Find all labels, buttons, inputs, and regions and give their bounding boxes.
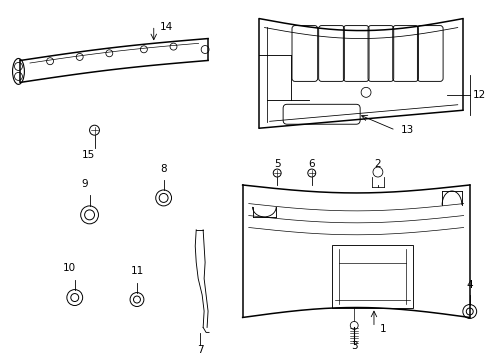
Text: 13: 13 <box>400 125 413 135</box>
Text: 12: 12 <box>472 90 485 100</box>
Text: 1: 1 <box>379 324 386 334</box>
Text: 3: 3 <box>350 341 357 351</box>
Text: 9: 9 <box>81 179 88 189</box>
Text: 7: 7 <box>197 345 203 355</box>
Text: 6: 6 <box>308 159 314 169</box>
Text: 8: 8 <box>160 164 166 174</box>
Text: 10: 10 <box>63 263 76 273</box>
Bar <box>331 245 413 307</box>
Text: 5: 5 <box>273 159 280 169</box>
Text: 11: 11 <box>130 266 143 276</box>
Text: 4: 4 <box>466 280 472 289</box>
Text: 15: 15 <box>82 150 95 160</box>
Text: 14: 14 <box>160 22 173 32</box>
Text: 2: 2 <box>374 159 381 169</box>
